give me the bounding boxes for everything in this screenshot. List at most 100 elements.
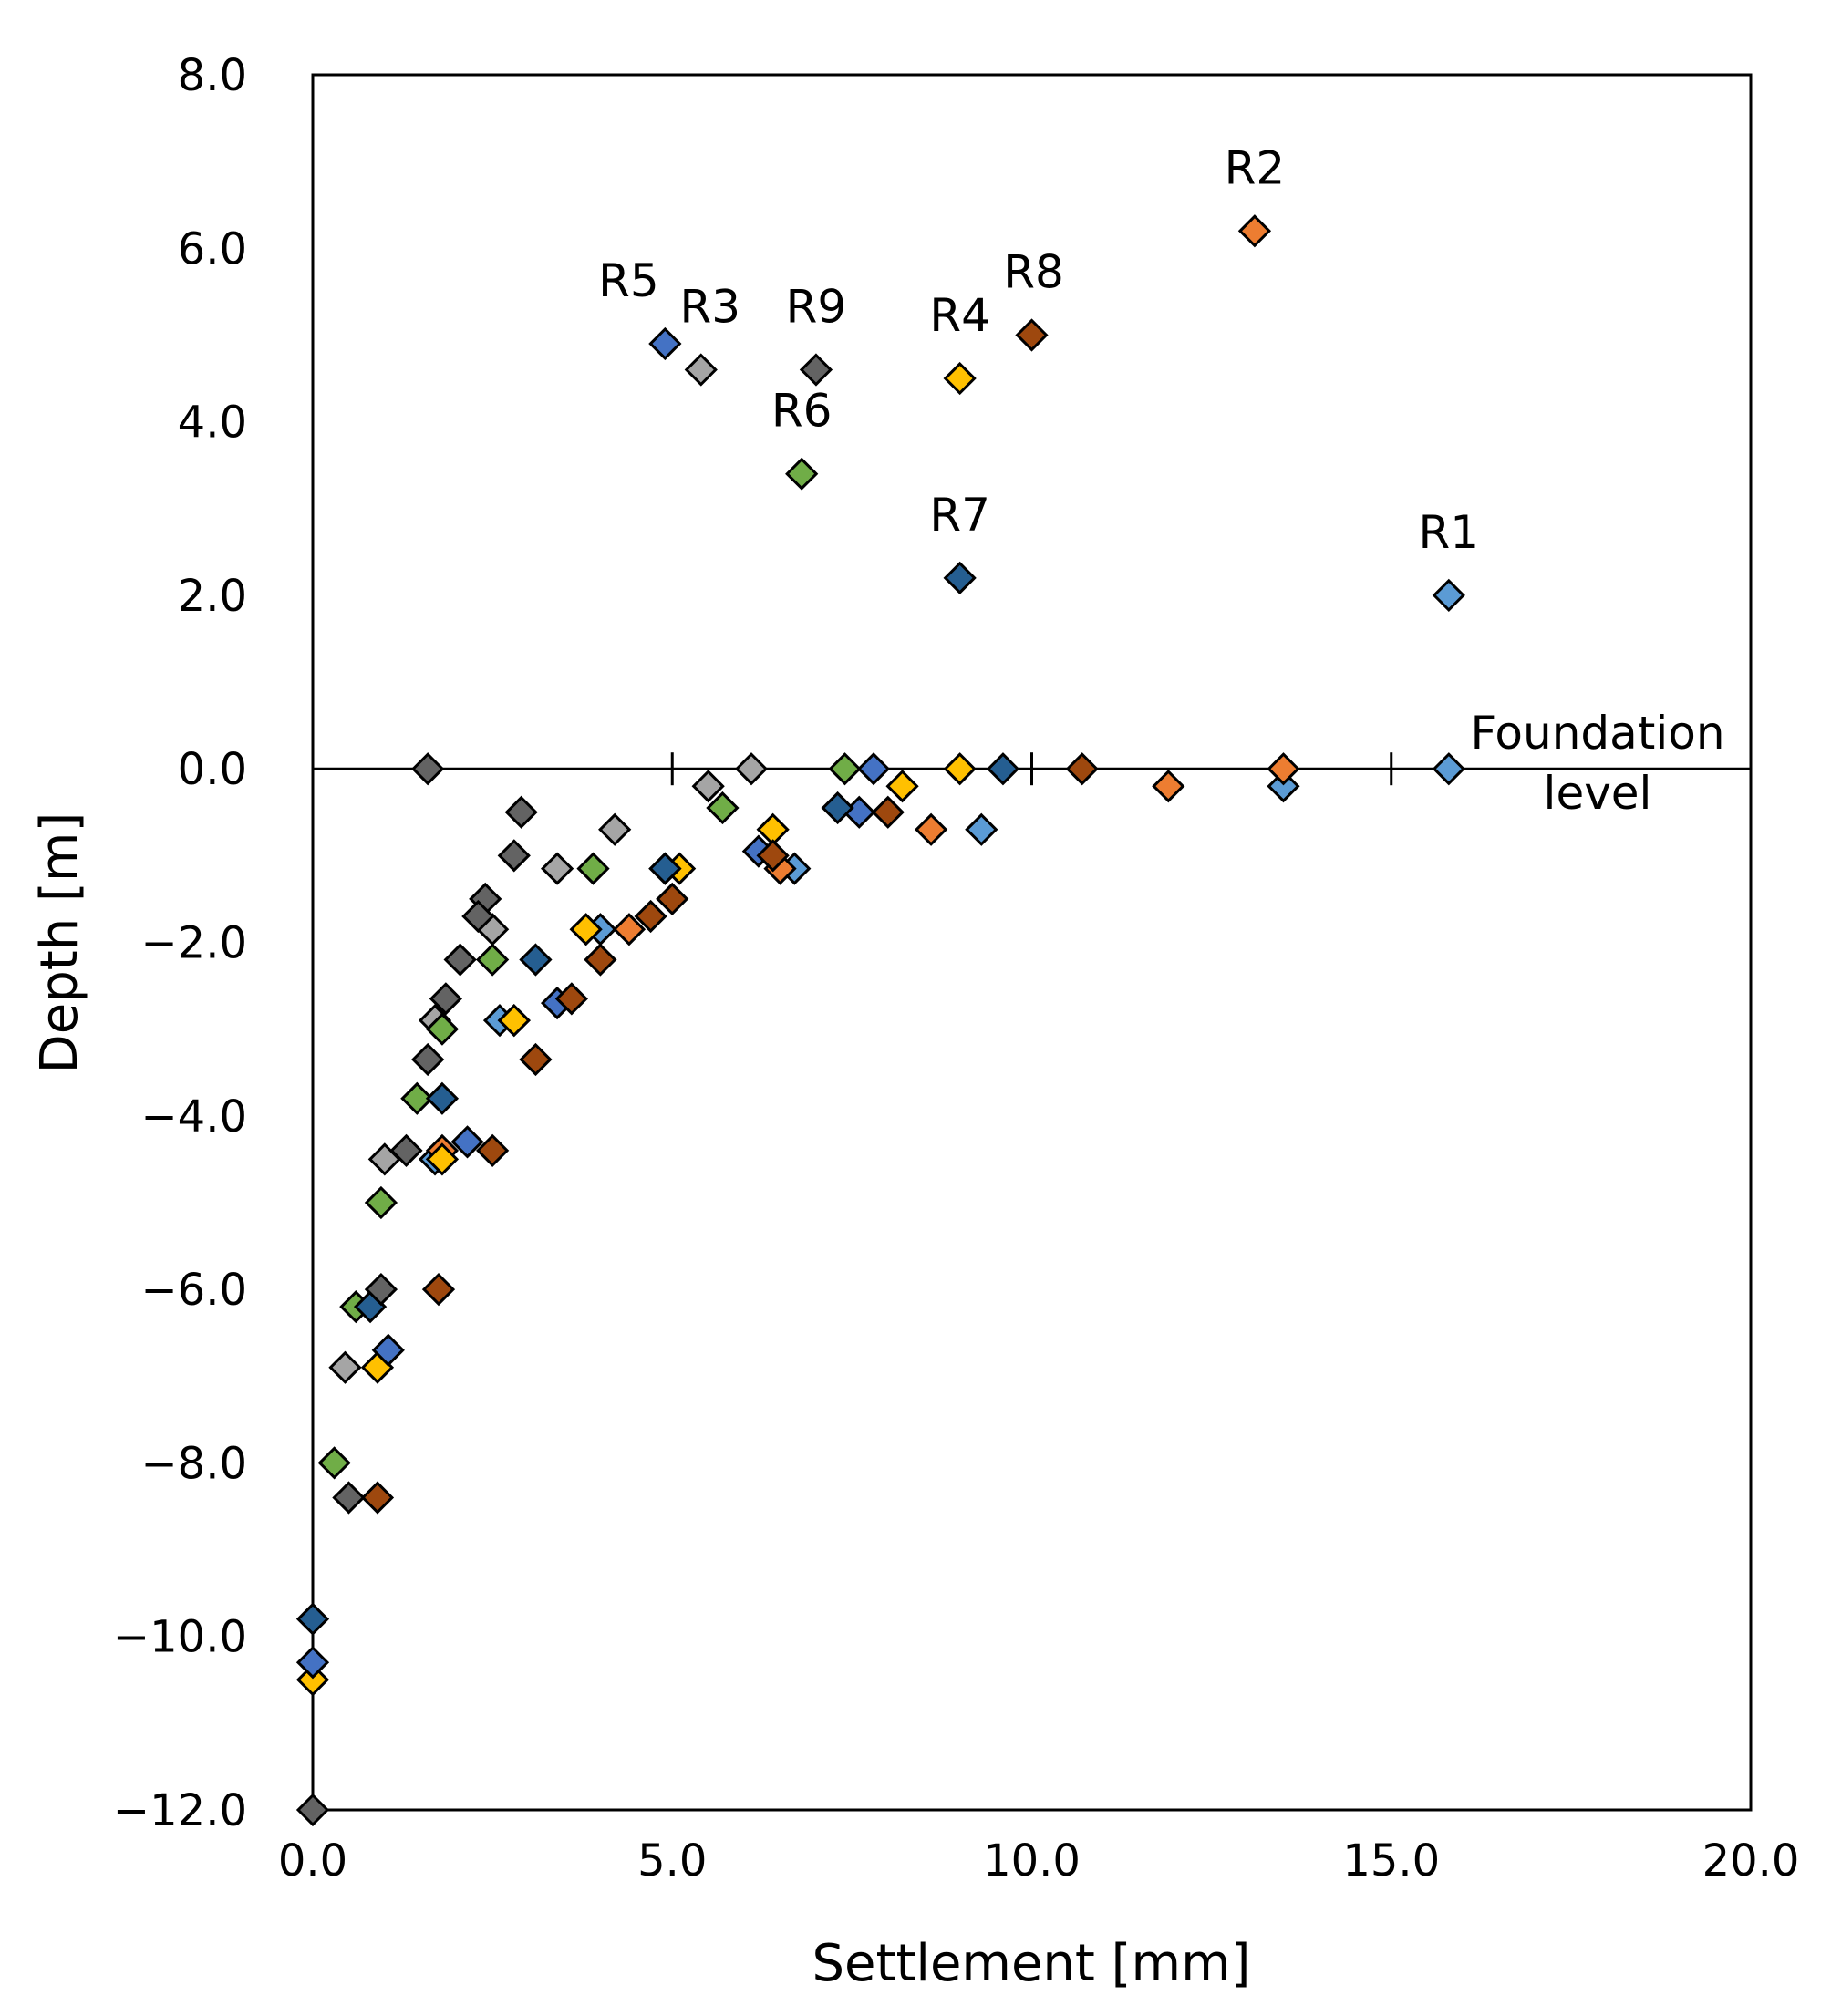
data-point-r7 <box>943 561 977 594</box>
y-axis-title: Depth [m] <box>30 812 89 1074</box>
series-label-r7: R7 <box>929 489 990 542</box>
data-point-r4 <box>497 1004 531 1038</box>
data-point-r9 <box>295 1793 330 1827</box>
data-point-r9 <box>411 752 445 786</box>
y-tick-label: −4.0 <box>140 1091 247 1142</box>
data-point-r5 <box>450 1125 484 1159</box>
x-axis-title: Settlement [mm] <box>812 1934 1251 1993</box>
data-point-r9 <box>332 1481 366 1515</box>
data-point-r8 <box>421 1272 456 1307</box>
data-point-r6 <box>400 1081 434 1115</box>
data-point-r6 <box>576 852 610 885</box>
data-point-r9 <box>799 353 833 387</box>
data-point-r2 <box>612 913 647 946</box>
data-point-r9 <box>364 1272 398 1307</box>
data-point-r7 <box>519 943 553 977</box>
data-point-r9 <box>461 899 495 934</box>
data-point-r3 <box>598 812 632 846</box>
data-point-r3 <box>540 852 574 885</box>
data-point-r8 <box>1015 318 1049 352</box>
y-tick-label: −12.0 <box>113 1785 247 1836</box>
series-label-r2: R2 <box>1225 141 1286 194</box>
data-point-r9 <box>389 1133 423 1167</box>
data-point-r9 <box>411 1042 445 1077</box>
series-r3 <box>328 353 769 1384</box>
data-point-r8 <box>756 839 790 873</box>
series-label-r9: R9 <box>786 281 847 334</box>
data-point-r4 <box>943 361 977 396</box>
reference-layer <box>313 752 1751 786</box>
data-point-r8 <box>554 982 588 1016</box>
y-tick-label: 4.0 <box>178 398 247 449</box>
tick-layer: 0.0 5.0 10.0 15.0 20.0 8.0 6.0 4.0 2.0 0.0 −2.0 −4.… <box>113 50 1800 1887</box>
series-r5 <box>295 326 891 1680</box>
series-label-r4: R4 <box>929 289 990 342</box>
data-point-r3 <box>691 770 725 803</box>
series-label-r6: R6 <box>771 385 833 438</box>
y-tick-label: −2.0 <box>140 918 247 969</box>
series-r8 <box>360 318 1099 1515</box>
data-point-r7 <box>648 852 682 885</box>
data-point-r6 <box>828 752 862 786</box>
data-point-r1 <box>965 812 998 846</box>
data-point-r6 <box>706 791 740 825</box>
marker-layer <box>295 214 1465 1827</box>
data-point-r8 <box>476 1133 510 1167</box>
data-point-r4 <box>295 1663 330 1697</box>
data-point-r8 <box>634 899 667 934</box>
data-point-r8 <box>1065 752 1099 786</box>
y-tick-label: −10.0 <box>113 1612 247 1663</box>
data-point-r4 <box>569 913 603 946</box>
data-point-r1 <box>1432 578 1465 613</box>
series-r9 <box>295 353 833 1827</box>
data-point-r6 <box>425 1012 460 1046</box>
data-point-r9 <box>504 795 538 829</box>
data-point-r8 <box>584 943 617 977</box>
y-tick-label: 2.0 <box>178 571 247 622</box>
data-point-r9 <box>497 839 531 873</box>
plot-area <box>311 73 1753 1812</box>
data-point-r8 <box>360 1481 395 1515</box>
series-label-r8: R8 <box>1003 245 1064 298</box>
data-point-r7 <box>986 752 1020 786</box>
data-point-r5 <box>371 1333 405 1367</box>
data-point-r2 <box>1152 770 1185 803</box>
data-point-r6 <box>476 943 510 977</box>
data-point-r3 <box>684 353 718 387</box>
x-tick-label: 10.0 <box>983 1835 1081 1887</box>
x-tick-label: 15.0 <box>1342 1835 1440 1887</box>
data-point-r2 <box>914 812 948 846</box>
data-point-r7 <box>295 1602 330 1636</box>
x-tick-label: 0.0 <box>278 1835 347 1887</box>
series-label-r5: R5 <box>598 254 659 307</box>
y-tick-label: 0.0 <box>178 744 247 795</box>
data-point-r9 <box>429 982 462 1016</box>
data-point-r7 <box>821 791 854 825</box>
data-point-r5 <box>856 752 891 786</box>
data-point-r6 <box>785 457 819 491</box>
x-tick-label: 20.0 <box>1702 1835 1800 1887</box>
series-r6 <box>317 457 862 1480</box>
data-point-r3 <box>734 752 769 786</box>
data-point-r7 <box>425 1081 460 1115</box>
data-point-r5 <box>648 326 682 361</box>
foundation-level-label-line2: level <box>1544 767 1652 820</box>
data-point-r1 <box>1432 752 1465 786</box>
data-point-r9 <box>443 943 477 977</box>
data-point-r4 <box>943 752 977 786</box>
x-tick-label: 5.0 <box>637 1835 707 1887</box>
data-point-r4 <box>425 1142 460 1176</box>
y-tick-label: −8.0 <box>140 1438 247 1489</box>
data-point-r2 <box>1237 214 1272 248</box>
data-point-r3 <box>328 1350 362 1384</box>
series-label-layer: R1 R2 R3 R4 R5 R6 R7 R8 R9 <box>598 141 1479 559</box>
data-point-r4 <box>885 770 919 803</box>
data-point-r6 <box>317 1446 351 1480</box>
y-tick-label: 8.0 <box>178 50 247 101</box>
data-point-r1 <box>1267 770 1300 803</box>
data-point-r5 <box>295 1646 330 1680</box>
data-point-r6 <box>364 1185 398 1220</box>
series-label-r3: R3 <box>680 281 741 334</box>
data-point-r8 <box>871 795 905 829</box>
data-point-r2 <box>1267 752 1300 786</box>
